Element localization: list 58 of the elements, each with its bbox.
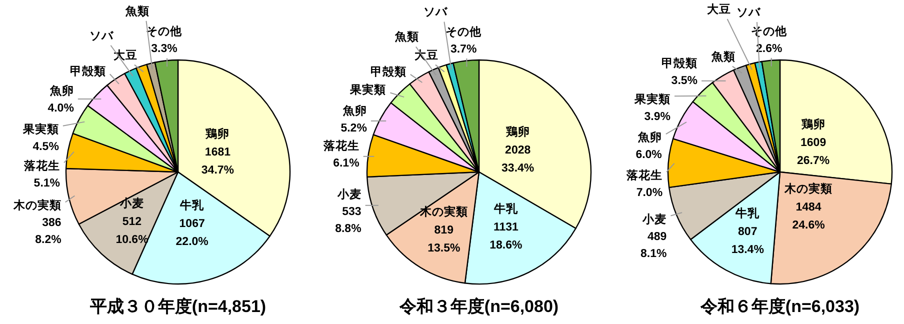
slice-label: 大豆 [113, 48, 138, 62]
slice-label: 落花生 [626, 168, 663, 182]
data-label: 1681 34.7% [201, 146, 234, 176]
data-label: 1131 18.6% [490, 222, 522, 252]
slice-label: 魚卵 [636, 130, 662, 144]
slice-label: ソバ [90, 30, 115, 42]
data-label: 3.3% [151, 43, 178, 56]
data-label: 3.7% [450, 43, 477, 56]
slice-label: 鶏卵 [504, 124, 530, 139]
slice-label: 果実類 [349, 82, 386, 97]
data-label: 1067 22.0% [176, 218, 208, 248]
slice-label: 魚卵 [48, 84, 74, 98]
text: 令和３年度(n=6,080) [398, 297, 559, 316]
slice-label: 牛乳 [734, 206, 761, 220]
slice-label: 甲殻類 [662, 56, 698, 70]
data-label: 1484 24.6% [792, 202, 825, 232]
slice-label: 牛乳 [179, 198, 206, 212]
data-label: 4.0% [48, 102, 74, 115]
slice-label: 魚類 [394, 30, 419, 44]
slice-label: 落花生 [23, 158, 60, 173]
data-label: 819 13.5% [428, 224, 460, 254]
data-label: 4.5% [32, 140, 59, 153]
slice-label: 木の実類 [12, 198, 62, 212]
slice-label: ソバ [736, 7, 762, 20]
data-label: 1609 26.7% [797, 137, 830, 168]
slice-label: その他 [146, 25, 184, 38]
data-label: 6.0% [636, 149, 662, 162]
data-label: 3.5% [671, 75, 698, 88]
slice-label: 鶏卵 [800, 117, 826, 132]
data-label: 533 8.8% [335, 206, 362, 236]
data-label: 2028 33.4% [502, 144, 534, 175]
data-label: 807 13.4% [731, 226, 764, 256]
data-label: 3.9% [644, 111, 670, 124]
slice-label: 甲殻類 [70, 64, 106, 78]
data-label: 386 8.2% [35, 217, 62, 246]
data-label: 5.2% [340, 122, 367, 134]
slice-label: 甲殻類 [370, 64, 406, 78]
data-label: 6.1% [333, 158, 360, 170]
slice-label: 果実類 [22, 122, 59, 136]
slice-label: 落花生 [322, 138, 360, 153]
slice-label: 小麦 [642, 212, 667, 226]
text: 令和６年度(n=6,033) [699, 297, 860, 316]
data-label: 5.1% [34, 178, 60, 190]
slice-label: その他 [446, 25, 483, 38]
data-label: 489 8.1% [640, 230, 667, 260]
slice-label: 魚卵 [342, 103, 367, 118]
slice-label: 小麦 [336, 187, 362, 202]
data-label: 7.0% [636, 187, 663, 200]
slice-label: ソバ [424, 6, 449, 19]
slice-label: 鶏卵 [204, 126, 230, 140]
slice-label: 木の実類 [784, 182, 833, 196]
slice-label: 牛乳 [492, 202, 519, 216]
slice-label: 大豆 [706, 2, 731, 16]
data-label: 2.6% [756, 42, 782, 55]
slice-label: 魚類 [124, 4, 150, 18]
slice-label: 果実類 [633, 92, 670, 106]
text: 平成３０年度(n=4,851) [88, 297, 266, 316]
slice-label: 魚類 [710, 49, 736, 64]
